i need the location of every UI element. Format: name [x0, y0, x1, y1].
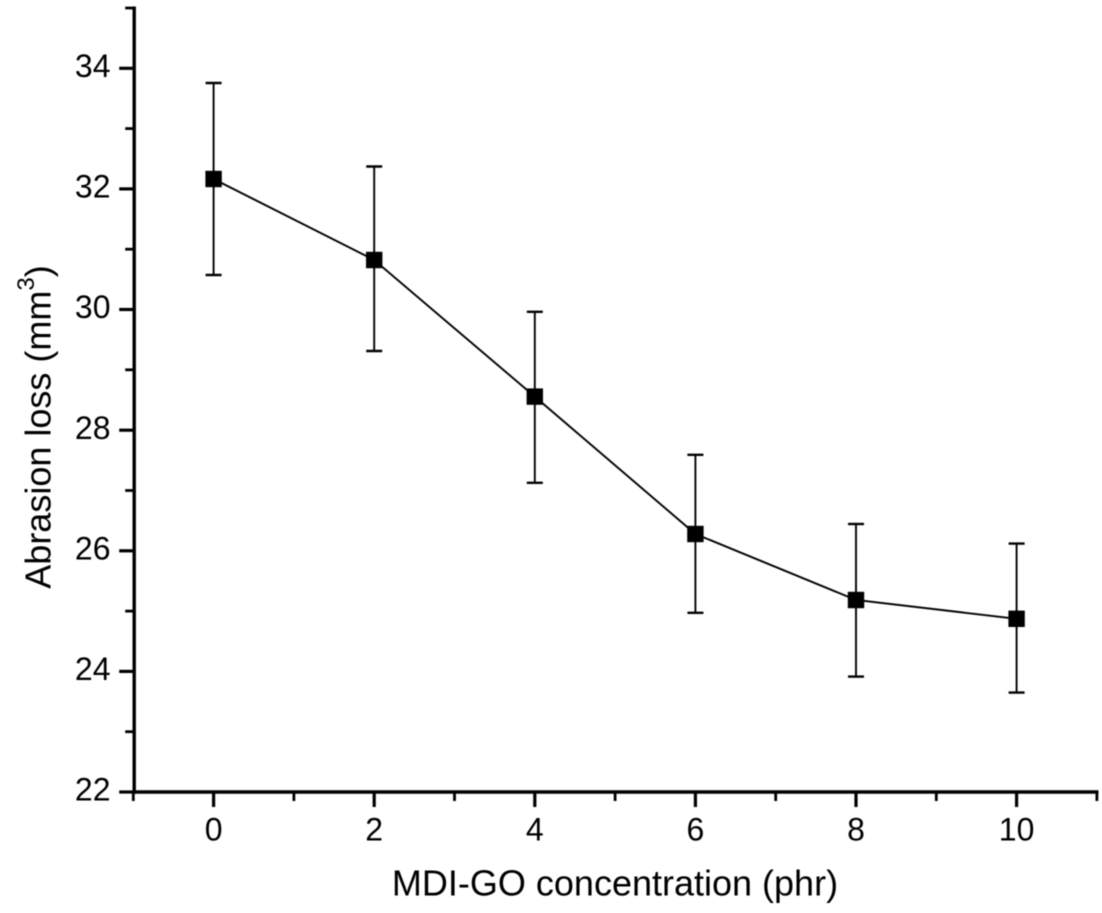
svg-text:32: 32	[75, 169, 111, 205]
svg-text:6: 6	[687, 812, 705, 848]
svg-text:0: 0	[205, 812, 223, 848]
svg-text:8: 8	[847, 812, 865, 848]
svg-text:34: 34	[75, 48, 111, 84]
svg-text:30: 30	[75, 289, 111, 325]
svg-text:4: 4	[526, 812, 544, 848]
svg-text:28: 28	[75, 410, 111, 446]
svg-text:24: 24	[75, 651, 111, 687]
svg-text:MDI-GO concentration (phr): MDI-GO concentration (phr)	[392, 863, 838, 904]
svg-text:26: 26	[75, 530, 111, 566]
svg-text:10: 10	[999, 812, 1035, 848]
svg-text:Abrasion loss (mm3): Abrasion loss (mm3)	[13, 265, 59, 588]
svg-text:22: 22	[75, 772, 111, 808]
svg-text:2: 2	[365, 812, 383, 848]
